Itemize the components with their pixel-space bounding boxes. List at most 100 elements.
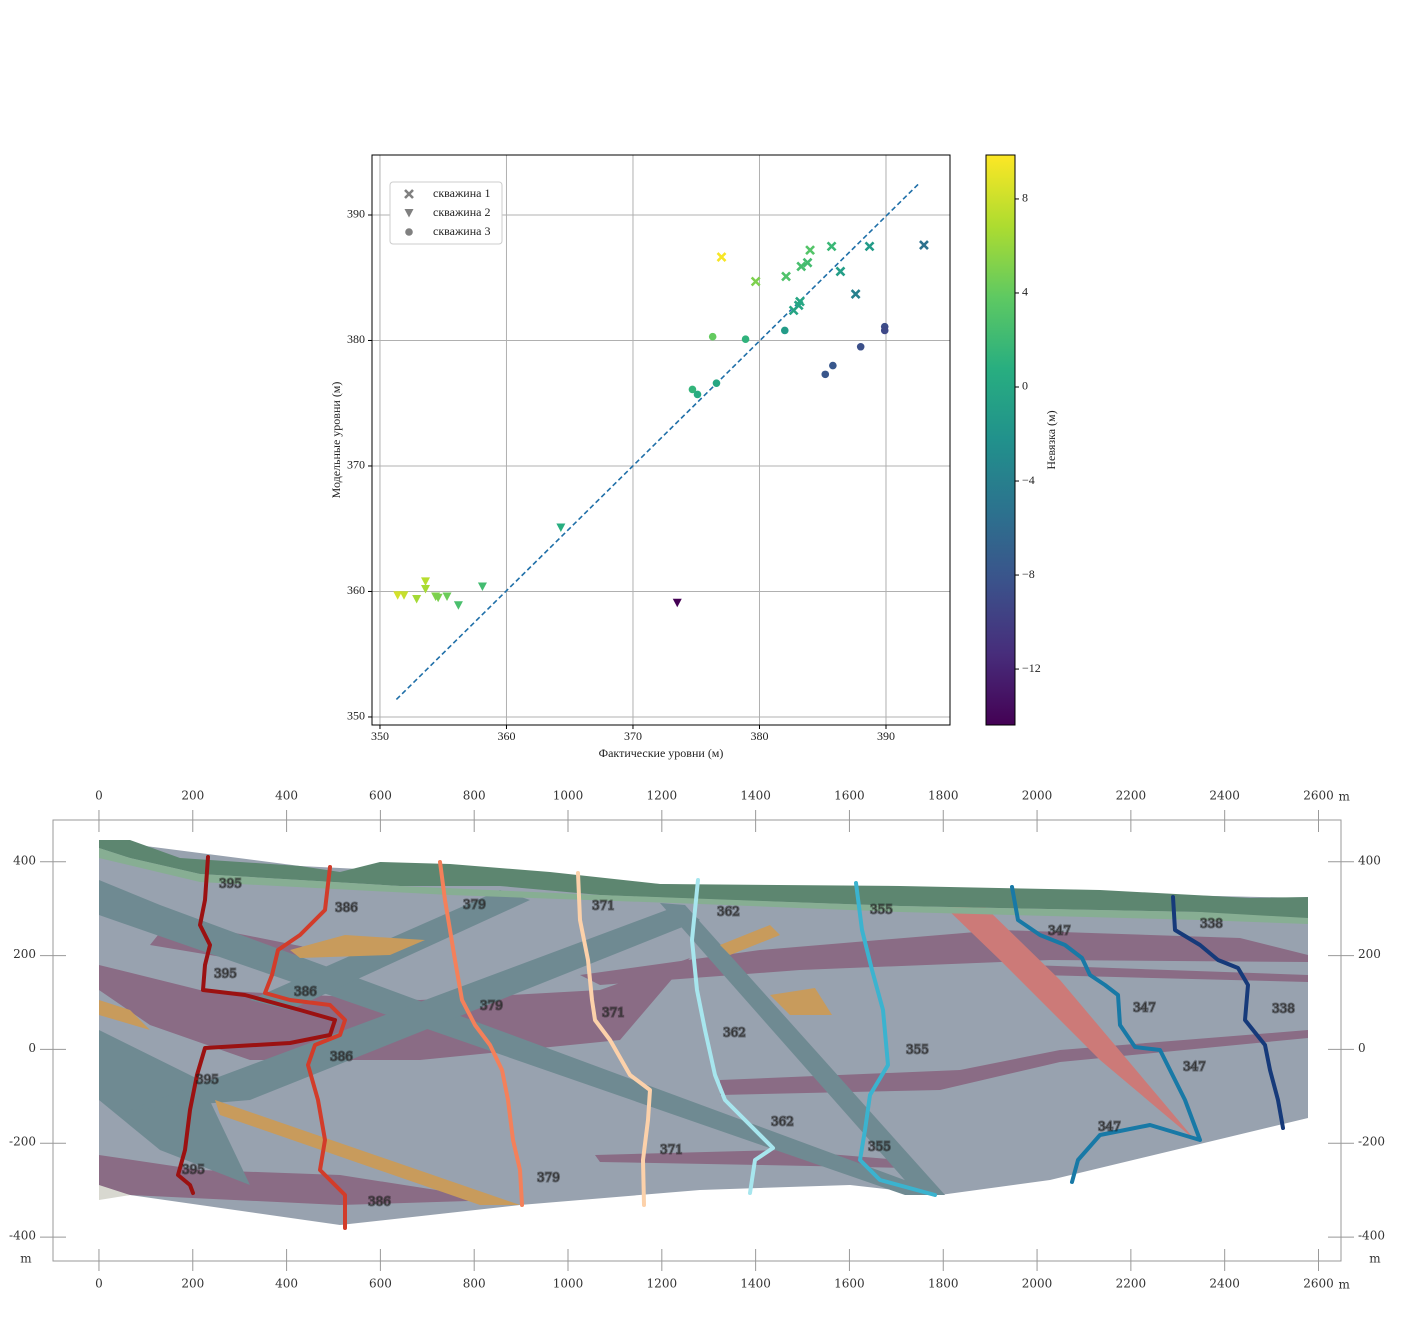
circle-marker	[880, 326, 889, 335]
y-tick-label: 370	[347, 458, 365, 472]
well-trace	[576, 871, 652, 1207]
orange-layer	[720, 925, 780, 955]
well-label: 386	[335, 901, 358, 915]
x-tick-label: 1600	[834, 789, 865, 803]
x-marker	[864, 241, 875, 252]
triangle-marker	[672, 598, 682, 608]
well-label: 379	[463, 898, 486, 912]
circle-marker	[693, 390, 702, 399]
well-label: 395	[182, 1163, 205, 1177]
unit-label: m	[20, 1252, 32, 1266]
well-trace	[690, 878, 775, 1195]
y-tick-label: 350	[347, 709, 365, 723]
fault-band	[130, 905, 700, 1110]
x-tick-label: 1000	[553, 1277, 584, 1291]
x-marker	[835, 266, 846, 277]
x-tick-label: 400	[275, 789, 298, 803]
plot-frame	[371, 154, 951, 726]
triangle-marker	[442, 592, 452, 601]
x-tick-label: 390	[877, 729, 895, 743]
circle-marker	[405, 228, 413, 236]
x-tick-label: 350	[371, 729, 389, 743]
base-patch	[99, 1185, 130, 1200]
y-tick-label: 0	[1358, 1041, 1366, 1055]
x-tick-label: 0	[95, 1277, 103, 1291]
x-marker	[919, 240, 929, 251]
y-tick-label: 400	[1358, 853, 1381, 867]
y-tick-label: -200	[1358, 1135, 1385, 1149]
well-trace	[176, 855, 337, 1195]
well-label: 386	[368, 1195, 391, 1209]
well-label: 371	[602, 1006, 625, 1020]
y-tick-label: 380	[347, 332, 365, 346]
x-tick-label: 800	[463, 1277, 486, 1291]
x-tick-label: 2000	[1022, 1277, 1053, 1291]
x-marker	[796, 261, 807, 272]
x-tick-label: 600	[369, 1277, 392, 1291]
well-trace	[854, 881, 937, 1197]
x-tick-label: 1800	[928, 1277, 959, 1291]
x-tick-label: 2000	[1022, 789, 1053, 803]
x-marker	[750, 276, 761, 287]
fault-band	[99, 1030, 250, 1185]
x-tick-label: 2600	[1303, 789, 1334, 803]
circle-marker	[780, 326, 789, 335]
triangle-marker	[399, 591, 409, 600]
x-tick-label: 1200	[647, 789, 678, 803]
triangle-marker	[421, 577, 431, 586]
triangle-marker	[393, 591, 403, 600]
well-label: 395	[219, 877, 242, 891]
orange-layer	[770, 988, 832, 1015]
reference-line	[395, 181, 921, 700]
unit-label: m	[1338, 1278, 1350, 1292]
well-trace	[438, 860, 524, 1207]
well-label: 395	[214, 967, 237, 981]
well-label: 362	[723, 1026, 746, 1040]
x-tick-label: 2200	[1116, 1277, 1147, 1291]
colorbar-tick-label: 0	[1022, 379, 1028, 393]
x-tick-label: 400	[275, 1277, 298, 1291]
well-label: 362	[717, 905, 740, 919]
purple-layer	[1030, 965, 1308, 982]
well-label: 355	[906, 1043, 929, 1057]
x-tick-label: 360	[497, 729, 515, 743]
triangle-marker	[404, 209, 414, 218]
x-tick-label: 600	[369, 789, 392, 803]
well-label: 338	[1272, 1002, 1295, 1016]
x-tick-label: 1400	[740, 789, 771, 803]
y-tick-label: 0	[28, 1041, 36, 1055]
circle-marker	[712, 379, 721, 387]
triangle-marker	[477, 582, 487, 591]
colorbar-tick-label: −8	[1022, 567, 1035, 581]
circle-marker	[708, 332, 717, 341]
y-tick-label: -400	[9, 1229, 36, 1243]
legend-label: скважина 1	[433, 186, 490, 200]
well-label: 347	[1048, 924, 1071, 938]
colorbar	[985, 154, 1016, 726]
x-marker	[795, 296, 805, 307]
triangle-marker	[433, 593, 443, 603]
colorbar-tick-label: −4	[1022, 473, 1035, 487]
well-label: 371	[592, 899, 615, 913]
well-label: 355	[868, 1140, 891, 1154]
top-layer	[99, 840, 1308, 918]
colorbar-tick-label: 8	[1022, 191, 1028, 205]
orange-layer	[215, 1100, 520, 1205]
x-tick-label: 2400	[1209, 789, 1240, 803]
x-tick-label: 2600	[1303, 1277, 1334, 1291]
orange-layer	[99, 1000, 150, 1030]
triangle-marker	[412, 595, 422, 604]
x-tick-label: 2200	[1116, 789, 1147, 803]
well-label: 386	[294, 985, 317, 999]
cross-section: 395 395 395 395 386 386 386 386 379 379 379 371 371 3…	[9, 789, 1385, 1292]
unit-label: m	[1338, 790, 1350, 804]
fault-band	[660, 903, 945, 1195]
circle-marker	[856, 342, 865, 351]
y-tick-label: 200	[13, 947, 36, 961]
y-tick-label: 200	[1358, 947, 1381, 961]
circle-marker	[821, 370, 830, 379]
y-tick-label: -400	[1358, 1229, 1385, 1243]
well-trace	[1010, 885, 1202, 1184]
well-label: 347	[1183, 1060, 1206, 1074]
